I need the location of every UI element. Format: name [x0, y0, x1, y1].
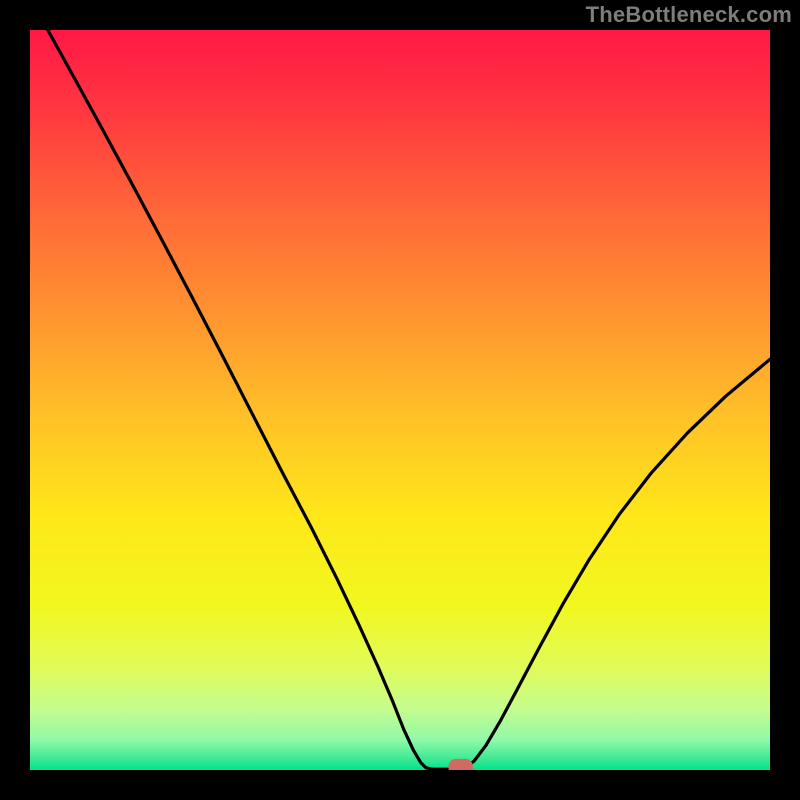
gradient-background: [30, 30, 770, 770]
bottleneck-chart: [0, 0, 800, 800]
watermark-label: TheBottleneck.com: [586, 2, 792, 28]
